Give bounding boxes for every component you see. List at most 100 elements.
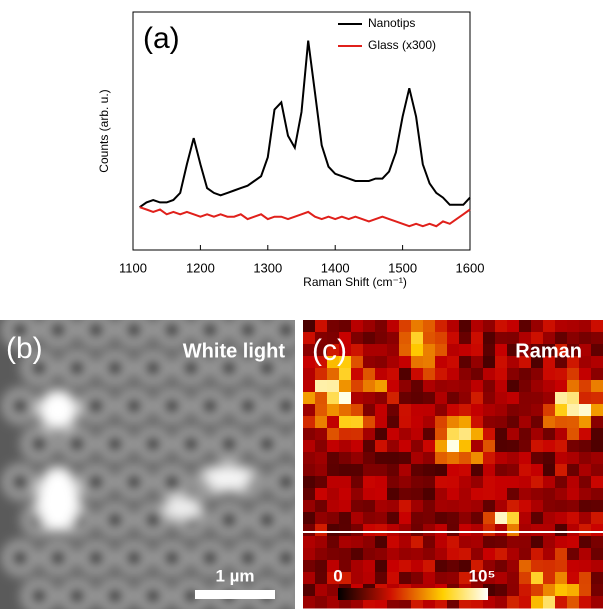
dark-hole	[143, 510, 163, 530]
heatmap-pixel	[507, 596, 520, 609]
heatmap-pixel	[375, 368, 388, 381]
heatmap-pixel	[387, 440, 400, 453]
heatmap-pixel	[531, 320, 544, 333]
heatmap-pixel	[579, 416, 592, 429]
heatmap-pixel	[543, 332, 556, 345]
heatmap-pixel	[471, 380, 484, 393]
dark-hole	[48, 548, 68, 568]
heatmap-pixel	[375, 560, 388, 573]
heatmap-pixel	[531, 392, 544, 405]
heatmap-pixel	[579, 596, 592, 609]
heatmap-pixel	[495, 356, 508, 369]
heatmap-pixel	[591, 596, 603, 609]
dark-hole	[86, 396, 106, 416]
heatmap-pixel	[375, 452, 388, 465]
heatmap-pixel	[435, 560, 448, 573]
heatmap-pixel	[339, 464, 352, 477]
heatmap-pixel	[543, 416, 556, 429]
heatmap-pixel	[315, 572, 328, 585]
heatmap-pixel	[447, 320, 460, 333]
heatmap-pixel	[423, 536, 436, 549]
heatmap-pixel	[399, 524, 412, 537]
heatmap-pixel	[363, 452, 376, 465]
heatmap-pixel	[339, 320, 352, 333]
panel-b: 1 µm (b) White light	[0, 320, 295, 609]
heatmap-pixel	[435, 320, 448, 333]
heatmap-pixel	[555, 464, 568, 477]
heatmap-pixel	[507, 380, 520, 393]
heatmap-pixel	[543, 524, 556, 537]
heatmap-pixel	[519, 368, 532, 381]
dark-hole	[238, 396, 258, 416]
heatmap-pixel	[507, 476, 520, 489]
heatmap-pixel	[351, 404, 364, 417]
heatmap-pixel	[303, 572, 316, 585]
heatmap-pixel	[435, 524, 448, 537]
heatmap-pixel	[387, 500, 400, 513]
heatmap-pixel	[327, 572, 340, 585]
heatmap-pixel	[483, 452, 496, 465]
heatmap-pixel	[495, 452, 508, 465]
heatmap-pixel	[567, 596, 580, 609]
heatmap-pixel	[399, 416, 412, 429]
heatmap-pixel	[399, 500, 412, 513]
dark-hole	[219, 358, 239, 378]
heatmap-pixel	[399, 320, 412, 333]
heatmap-pixel	[471, 464, 484, 477]
heatmap-pixel	[363, 416, 376, 429]
panel-label: (a)	[143, 22, 180, 55]
heatmap-pixel	[387, 536, 400, 549]
heatmap-pixel	[459, 536, 472, 549]
dark-hole	[238, 548, 258, 568]
heatmap-pixel	[315, 344, 328, 357]
heatmap-pixel	[303, 500, 316, 513]
heatmap-pixel	[447, 380, 460, 393]
heatmap-pixel	[387, 344, 400, 357]
heatmap-pixel	[471, 368, 484, 381]
heatmap-pixel	[447, 392, 460, 405]
heatmap-pixel	[567, 356, 580, 369]
dark-hole	[29, 358, 49, 378]
heatmap-pixel	[507, 488, 520, 501]
heatmap-pixel	[387, 464, 400, 477]
dark-hole	[257, 510, 277, 530]
heatmap-pixel	[327, 404, 340, 417]
heatmap-pixel	[579, 548, 592, 561]
heatmap-pixel	[375, 380, 388, 393]
heatmap-pixel	[519, 488, 532, 501]
heatmap-pixel	[567, 584, 580, 597]
heatmap-pixel	[339, 488, 352, 501]
heatmap-pixel	[399, 356, 412, 369]
heatmap-pixel	[507, 500, 520, 513]
heatmap-pixel	[495, 368, 508, 381]
heatmap-pixel	[411, 332, 424, 345]
heatmap-pixel	[591, 392, 603, 405]
heatmap-pixel	[339, 440, 352, 453]
heatmap-pixel	[531, 368, 544, 381]
heatmap-pixel	[375, 476, 388, 489]
heatmap-pixel	[399, 464, 412, 477]
heatmap-pixel	[315, 488, 328, 501]
heatmap-pixel	[471, 392, 484, 405]
heatmap-pixel	[519, 476, 532, 489]
heatmap-pixel	[459, 416, 472, 429]
heatmap-pixel	[567, 332, 580, 345]
heatmap-pixel	[447, 356, 460, 369]
heatmap-pixel	[411, 368, 424, 381]
heatmap-pixel	[303, 452, 316, 465]
heatmap-pixel	[579, 452, 592, 465]
heatmap-pixel	[303, 464, 316, 477]
heatmap-pixel	[579, 512, 592, 525]
heatmap-pixel	[555, 404, 568, 417]
heatmap-pixel	[351, 560, 364, 573]
heatmap-pixel	[471, 320, 484, 333]
heatmap-pixel	[579, 560, 592, 573]
heatmap-pixel	[399, 572, 412, 585]
heatmap-pixel	[579, 332, 592, 345]
heatmap-pixel	[519, 392, 532, 405]
heatmap-pixel	[375, 320, 388, 333]
heatmap-pixel	[315, 476, 328, 489]
heatmap-pixel	[495, 500, 508, 513]
heatmap-pixel	[327, 440, 340, 453]
x-tick-label: 1500	[388, 260, 417, 275]
